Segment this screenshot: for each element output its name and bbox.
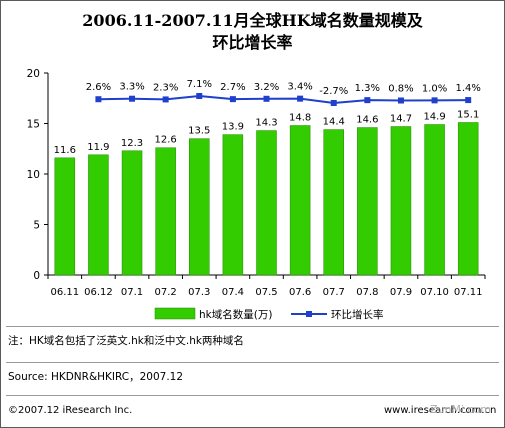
y-tick-label: 20 — [27, 68, 40, 80]
growth-point — [465, 97, 472, 104]
x-tick-label: 06.11 — [50, 287, 79, 298]
bar — [457, 122, 479, 276]
footnote: 注：HK域名包括了泛英文.hk和泛中文.hk两种域名 — [8, 335, 244, 347]
growth-point — [196, 93, 203, 99]
x-tick-label: 07.2 — [155, 287, 177, 298]
y-tick-label: 15 — [27, 119, 40, 131]
growth-point — [263, 95, 270, 102]
growth-point — [330, 100, 337, 106]
bar — [424, 124, 445, 276]
x-tick-label: 07.1 — [121, 287, 143, 298]
growth-point — [95, 96, 102, 103]
chart-title: 2006.11-2007.11月全球HK域名数量规模及 环比增长率 — [0, 10, 505, 54]
x-tick-label: 07.6 — [289, 287, 311, 298]
divider-source — [6, 362, 499, 363]
bar — [189, 138, 210, 276]
legend-line-marker — [306, 311, 312, 317]
growth-value-label: 2.3% — [153, 82, 178, 93]
bar-value-label: 11.9 — [87, 142, 109, 153]
bar-value-label: 14.9 — [423, 112, 445, 123]
y-tick-label: 10 — [27, 169, 40, 181]
growth-value-label: 3.3% — [119, 82, 144, 93]
x-tick-label: 07.5 — [255, 287, 277, 298]
x-tick-label: 07.8 — [356, 287, 378, 298]
bar-value-label: 13.5 — [188, 126, 210, 137]
bar-value-label: 14.6 — [356, 115, 378, 126]
legend-line-label: 环比增长率 — [331, 308, 384, 321]
bar — [390, 126, 412, 276]
bar — [289, 125, 311, 276]
growth-line — [98, 94, 469, 105]
growth-value-label: 1.4% — [455, 83, 480, 94]
bar — [155, 147, 176, 276]
growth-point — [129, 95, 136, 102]
growth-point — [397, 97, 404, 104]
growth-point — [297, 95, 304, 102]
bar-value-label: 12.3 — [121, 138, 143, 149]
title-line-2: 环比增长率 — [212, 33, 293, 52]
growth-point — [162, 96, 169, 103]
growth-point — [364, 97, 371, 104]
growth-value-label: 2.6% — [86, 82, 111, 93]
bar-value-label: 14.4 — [323, 117, 345, 128]
bar — [323, 129, 344, 276]
growth-value-label: 3.4% — [287, 82, 312, 93]
growth-value-label: -2.7% — [319, 86, 348, 97]
copyright-text: ©2007.12 iResearch Inc. — [8, 405, 133, 416]
growth-value-label: 0.8% — [388, 84, 413, 95]
bar-value-label: 14.8 — [289, 113, 311, 124]
bar — [54, 157, 76, 276]
bar — [357, 127, 378, 276]
x-tick-label: 07.10 — [420, 287, 449, 298]
growth-value-label: 7.1% — [187, 79, 212, 90]
bar — [256, 130, 277, 276]
y-tick-label: 5 — [33, 220, 40, 232]
bar — [121, 150, 143, 276]
legend-bar-swatch — [154, 307, 196, 320]
watermark-text: ZunMi.com — [429, 403, 491, 416]
growth-value-label: 3.2% — [254, 82, 279, 93]
bar-value-label: 14.7 — [390, 114, 412, 125]
bar-value-label: 14.3 — [255, 118, 277, 129]
x-tick-label: 07.9 — [390, 287, 412, 298]
growth-value-label: 1.3% — [355, 83, 380, 94]
bar — [88, 154, 109, 276]
x-tick-label: 07.11 — [454, 287, 483, 298]
growth-point — [229, 96, 236, 103]
x-tick-label: 07.3 — [188, 287, 210, 298]
divider-footer — [6, 395, 499, 396]
bar-value-label: 11.6 — [54, 145, 76, 156]
legend-bar-label: hk域名数量(万) — [199, 308, 272, 321]
y-tick-label: 0 — [33, 270, 40, 282]
bar-value-label: 13.9 — [222, 122, 244, 133]
bar-value-label: 12.6 — [155, 135, 177, 146]
x-tick-label: 07.7 — [323, 287, 345, 298]
growth-value-label: 1.0% — [422, 83, 447, 94]
source-text: Source: HKDNR&HKIRC，2007.12 — [8, 371, 184, 383]
growth-value-label: 2.7% — [220, 82, 245, 93]
bar-value-label: 15.1 — [457, 109, 479, 120]
divider-note — [6, 326, 499, 327]
x-tick-label: 07.4 — [222, 287, 244, 298]
growth-point — [431, 97, 438, 104]
website-text: www.iresearch.com.cn — [384, 405, 497, 416]
x-tick-label: 06.12 — [84, 287, 113, 298]
title-line-1: 2006.11-2007.11月全球HK域名数量规模及 — [82, 11, 423, 30]
bar — [222, 134, 244, 276]
